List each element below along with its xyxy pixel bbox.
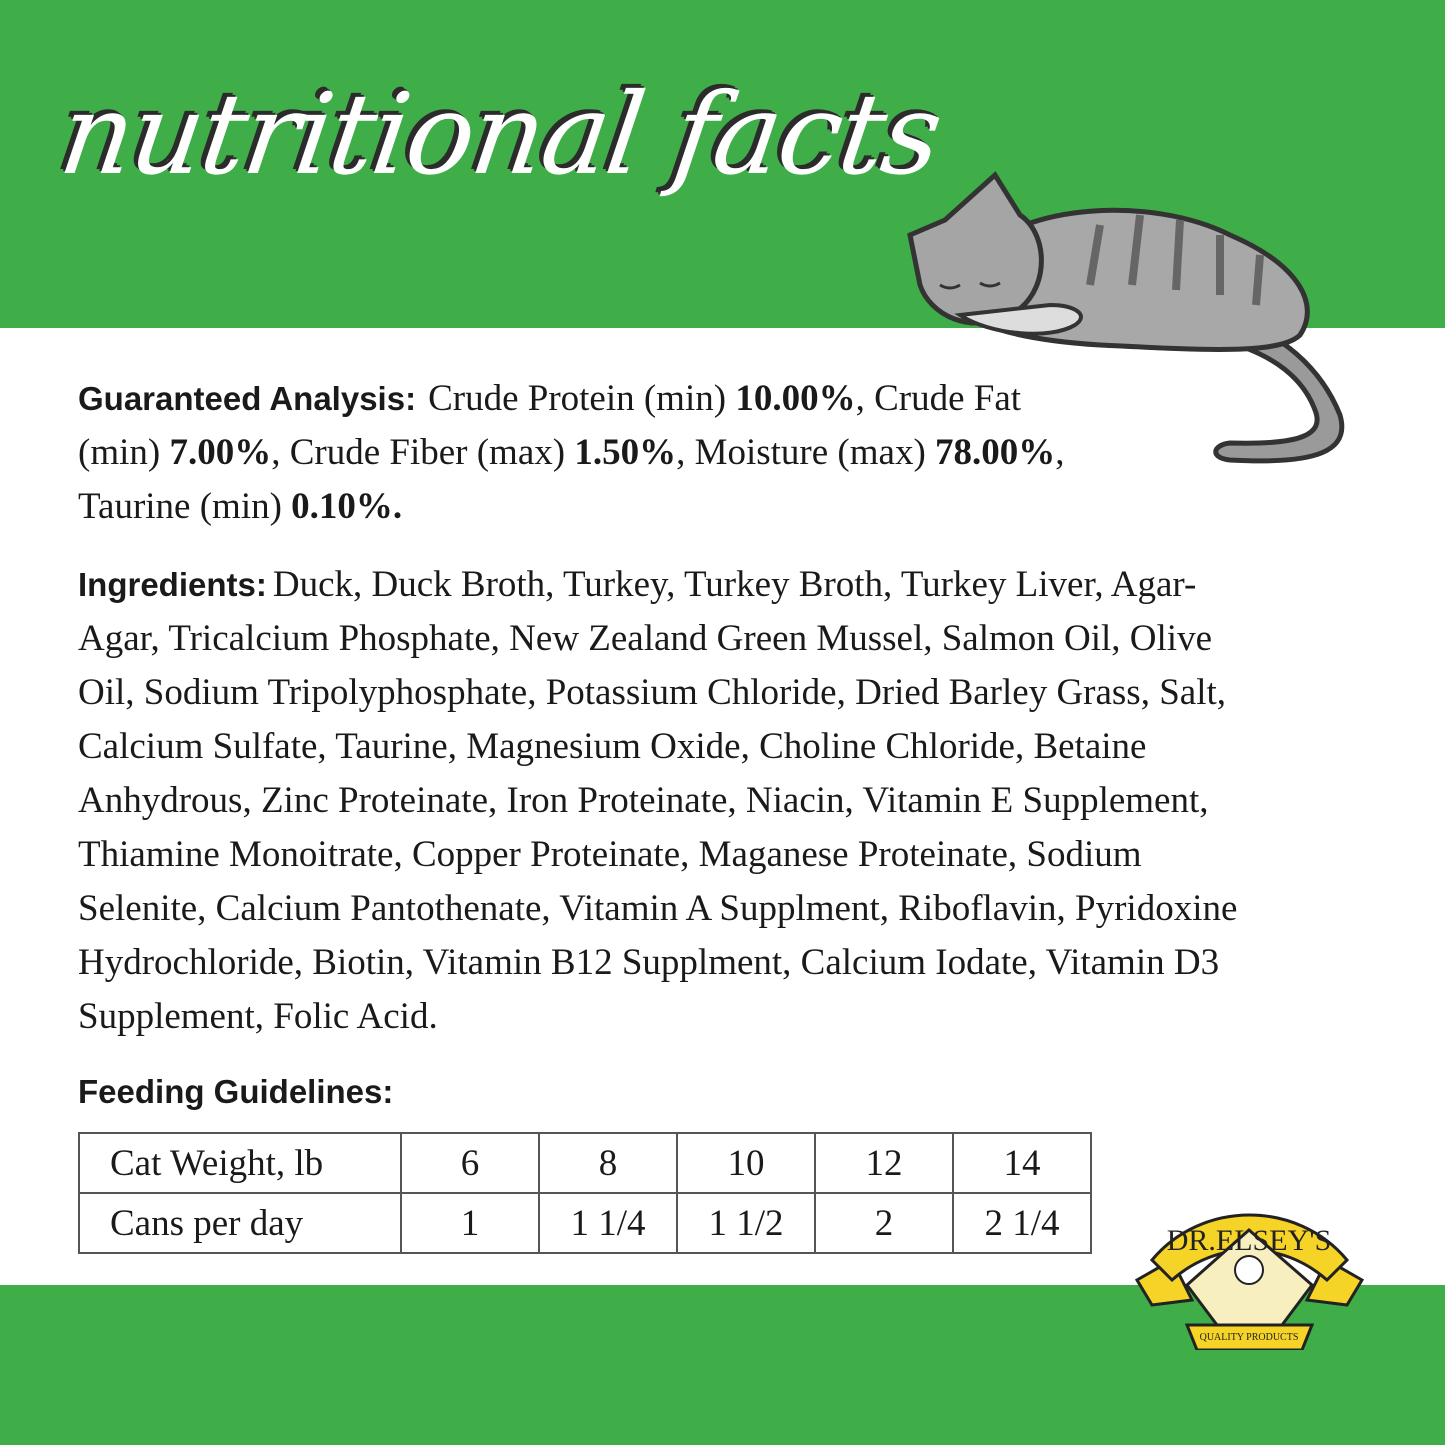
text-line: Taurine (min) 0.10%. <box>78 480 1065 534</box>
text-line: Ingredients: Duck, Duck Broth, Turkey, Tu… <box>78 558 1237 612</box>
table-cell: 2 1/4 <box>952 1192 1092 1254</box>
ingredients-text: Thiamine Monoitrate, Copper Proteinate, … <box>78 834 1142 875</box>
text-segment: Crude Protein (min) <box>428 378 736 419</box>
ingredients-label: Ingredients: <box>78 566 267 603</box>
feeding-table: Cat Weight, lb 6 8 10 12 14 Cans per day 1 1 1/4… <box>78 1132 1092 1254</box>
ingredients-text: Duck, Duck Broth, Turkey, Turkey Broth, … <box>272 564 1197 605</box>
value-text: 78.00% <box>935 432 1056 473</box>
text-line: (min) 7.00%, Crude Fiber (max) 1.50%, Mo… <box>78 426 1065 480</box>
footer-band <box>0 1285 1445 1445</box>
text-line: Calcium Sulfate, Taurine, Magnesium Oxid… <box>78 720 1237 774</box>
ingredients: Ingredients: Duck, Duck Broth, Turkey, Tu… <box>78 558 1237 1044</box>
value-text: 1.50% <box>574 432 677 473</box>
table-row: Cans per day 1 1 1/4 1 1/2 2 2 1/4 <box>78 1192 1092 1254</box>
table-cell: 6 <box>400 1132 540 1194</box>
ingredients-text: Supplement, Folic Acid. <box>78 996 438 1037</box>
table-cell: 8 <box>538 1132 678 1194</box>
text-segment: Taurine (min) <box>78 486 292 527</box>
svg-text:DR.ELSEY'S: DR.ELSEY'S <box>1167 1224 1332 1257</box>
text-line: Anhydrous, Zinc Proteinate, Iron Protein… <box>78 774 1237 828</box>
dr-elseys-logo: DR.ELSEY'S QUALITY PRODUCTS <box>1134 1213 1365 1350</box>
feeding-guidelines-title: Feeding Guidelines: <box>78 1073 394 1110</box>
text-line: Hydrochloride, Biotin, Vitamin B12 Suppl… <box>78 936 1237 990</box>
value-text: 10.00% <box>735 378 856 419</box>
text-segment: , Crude Fat <box>855 378 1022 419</box>
text-segment: (min) <box>78 432 170 473</box>
table-cell: 1 1/4 <box>538 1192 678 1254</box>
ingredients-text: Hydrochloride, Biotin, Vitamin B12 Suppl… <box>78 942 1220 983</box>
row-header-cell: Cat Weight, lb <box>78 1132 402 1194</box>
table-cell: 1 1/2 <box>676 1192 816 1254</box>
text-segment: , Moisture (max) <box>676 432 936 473</box>
text-line: Oil, Sodium Tripolyphosphate, Potassium … <box>78 666 1237 720</box>
value-text: 0.10%. <box>291 486 403 527</box>
text-segment: , Crude Fiber (max) <box>271 432 575 473</box>
table-cell: 14 <box>952 1132 1092 1194</box>
svg-text:QUALITY PRODUCTS: QUALITY PRODUCTS <box>1200 1332 1299 1343</box>
ingredients-text: Agar, Tricalcium Phosphate, New Zealand … <box>78 618 1213 659</box>
sleeping-cat-illustration <box>907 171 1345 464</box>
guaranteed-analysis: Guaranteed Analysis: Crude Protein (min) … <box>78 372 1065 534</box>
row-header-cell: Cans per day <box>78 1192 402 1254</box>
text-segment: , <box>1055 432 1065 473</box>
table-cell: 1 <box>400 1192 540 1254</box>
text-line: Thiamine Monoitrate, Copper Proteinate, … <box>78 828 1237 882</box>
table-cell: 2 <box>814 1192 954 1254</box>
text-line: Selenite, Calcium Pantothenate, Vitamin … <box>78 882 1237 936</box>
value-text: 7.00% <box>169 432 272 473</box>
text-line: Agar, Tricalcium Phosphate, New Zealand … <box>78 612 1237 666</box>
ingredients-text: Selenite, Calcium Pantothenate, Vitamin … <box>78 888 1238 929</box>
ingredients-text: Calcium Sulfate, Taurine, Magnesium Oxid… <box>78 726 1147 767</box>
table-cell: 10 <box>676 1132 816 1194</box>
guaranteed-analysis-label: Guaranteed Analysis: <box>78 380 417 417</box>
ingredients-text: Oil, Sodium Tripolyphosphate, Potassium … <box>78 672 1227 713</box>
page-title: nutritional facts <box>52 70 948 200</box>
text-line: Supplement, Folic Acid. <box>78 990 1237 1044</box>
table-cell: 12 <box>814 1132 954 1194</box>
ingredients-text: Anhydrous, Zinc Proteinate, Iron Protein… <box>78 780 1209 821</box>
text-line: Guaranteed Analysis: Crude Protein (min) … <box>78 372 1065 426</box>
table-row: Cat Weight, lb 6 8 10 12 14 <box>78 1132 1092 1194</box>
